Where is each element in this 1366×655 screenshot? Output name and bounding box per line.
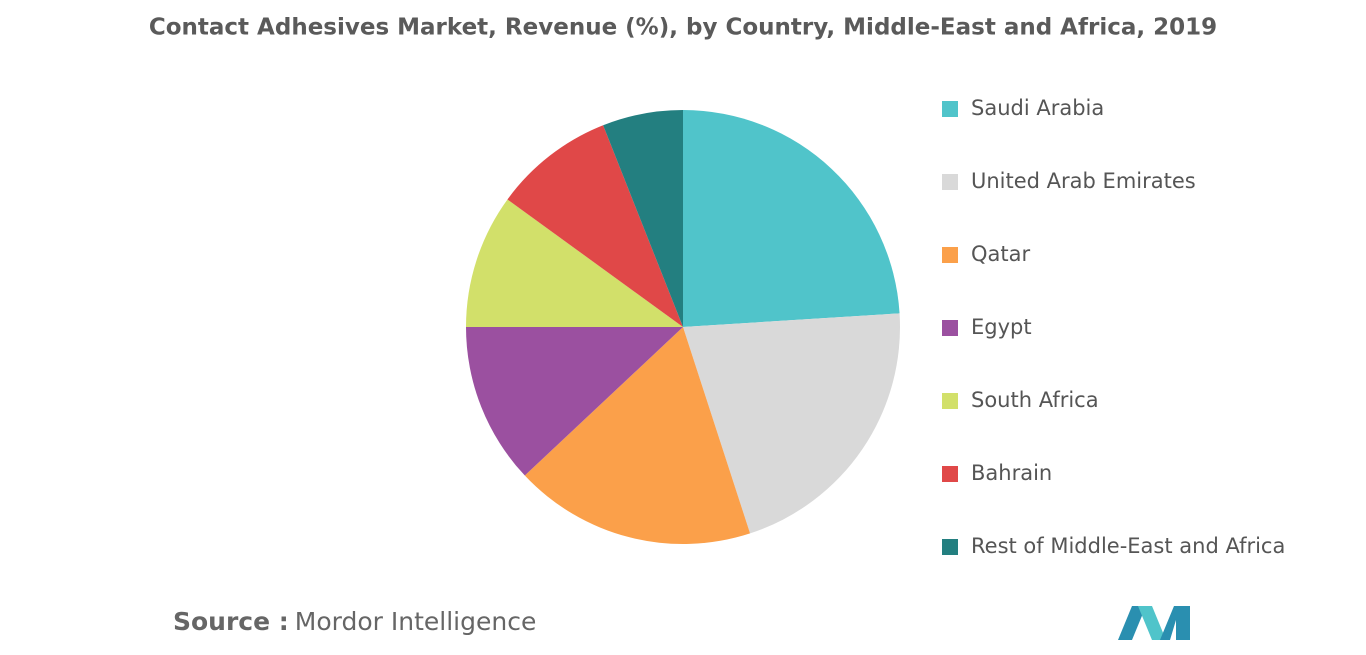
legend-label: Rest of Middle-East and Africa — [971, 534, 1285, 558]
legend-label: United Arab Emirates — [971, 169, 1196, 193]
source-label: Source : — [173, 607, 289, 636]
legend-swatch — [942, 247, 958, 263]
chart-title: Contact Adhesives Market, Revenue (%), b… — [149, 15, 1217, 41]
legend-swatch — [942, 174, 958, 190]
source-text: Mordor Intelligence — [295, 607, 537, 636]
legend-swatch — [942, 466, 958, 482]
legend-label: Bahrain — [971, 461, 1052, 485]
logo — [1118, 606, 1190, 640]
pie-slice — [524, 327, 751, 544]
pie-slice — [683, 110, 900, 327]
legend-swatch — [942, 320, 958, 336]
logo-shape — [1138, 606, 1166, 640]
source: Source : Mordor Intelligence — [173, 607, 536, 636]
legend-label: Saudi Arabia — [971, 96, 1104, 120]
logo-shape — [1160, 606, 1190, 640]
legend-swatch — [942, 539, 958, 555]
legend-label: Qatar — [971, 242, 1031, 266]
logo-shape — [1118, 606, 1146, 640]
legend-swatch — [942, 393, 958, 409]
legend-label: Egypt — [971, 315, 1032, 339]
legend-swatch — [942, 101, 958, 117]
pie-slice — [603, 110, 683, 327]
legend-label: South Africa — [971, 388, 1099, 412]
pie-slice — [683, 313, 900, 534]
pie-slice — [466, 327, 683, 476]
pie-slice — [507, 125, 683, 328]
pie-slice — [466, 199, 683, 327]
